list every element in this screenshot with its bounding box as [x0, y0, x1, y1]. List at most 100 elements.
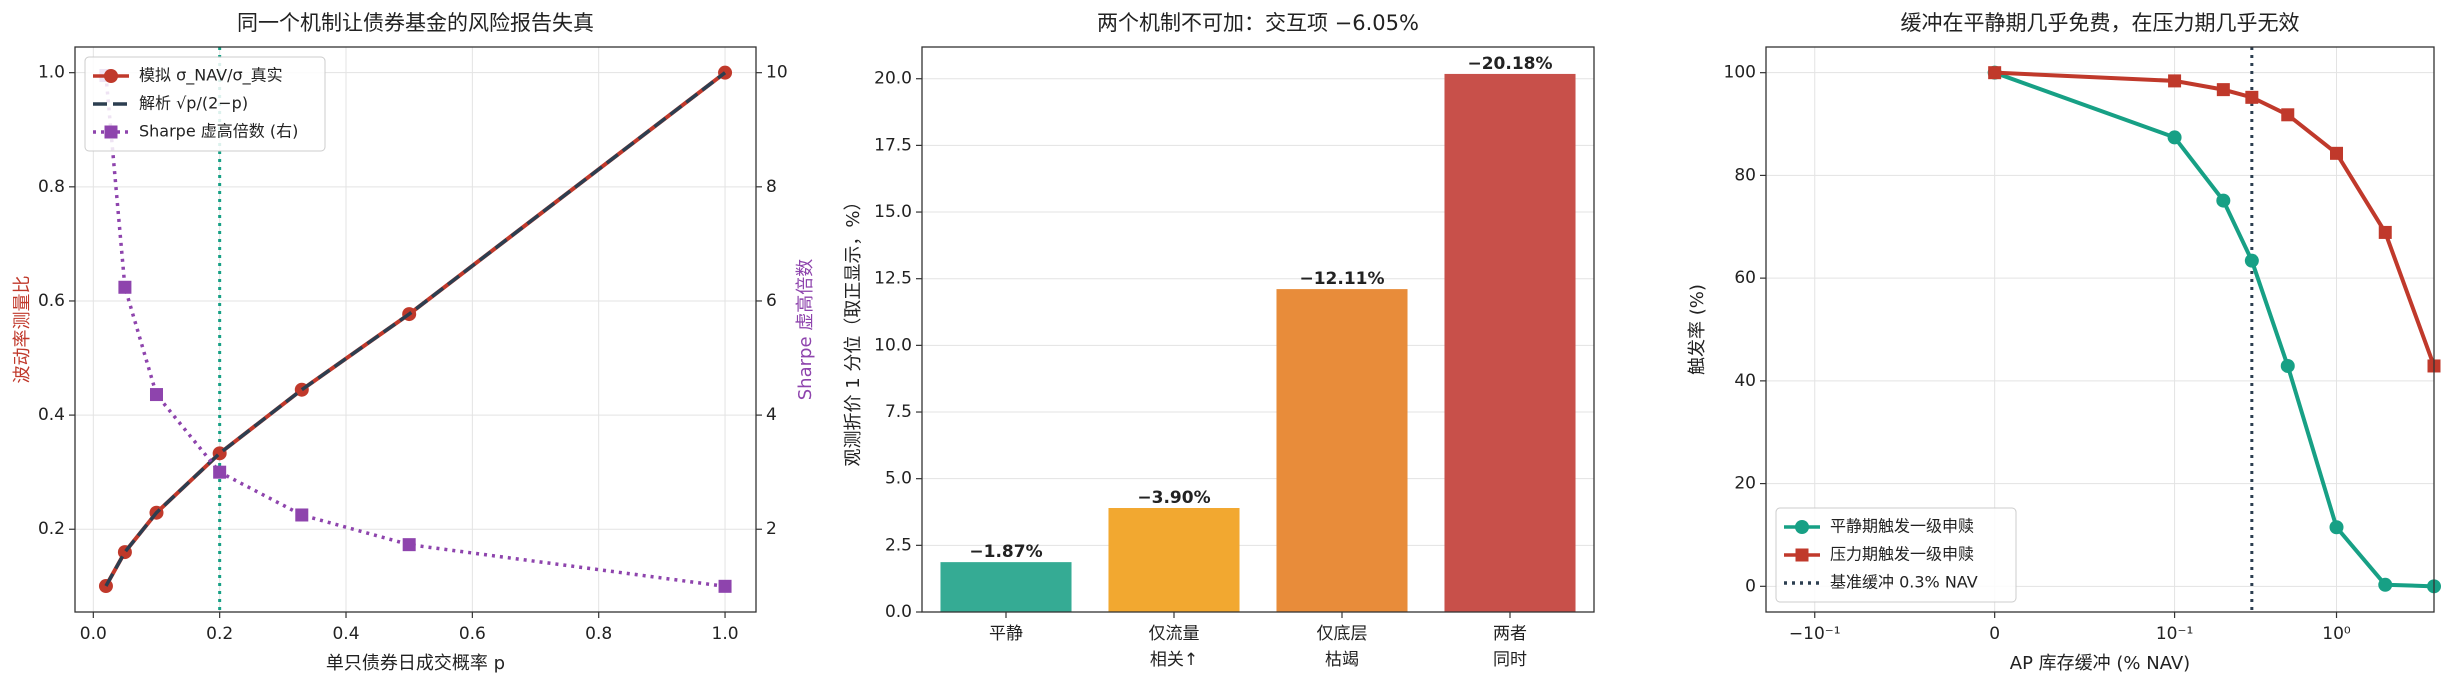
y-tick-label: 0.2	[38, 519, 65, 539]
y-tick-label: 0.0	[885, 602, 912, 622]
legend-box	[1775, 507, 2017, 603]
plot-frame	[921, 46, 1595, 613]
plot-frame	[74, 46, 757, 613]
x-tick-label: 10⁻¹	[2156, 624, 2193, 644]
marker	[1988, 66, 2002, 80]
y2-tick-label: 6	[766, 291, 777, 311]
series-line	[1994, 70, 2436, 367]
y2-axis-label: Sharpe 虚高倍数	[795, 259, 816, 401]
legend-label: 模拟 σ_NAV/σ_真实	[139, 66, 283, 86]
marker	[2167, 130, 2182, 145]
marker	[2216, 193, 2231, 208]
x-axis-label: AP 库存缓冲 (% NAV)	[2010, 653, 2190, 674]
marker	[2329, 520, 2344, 535]
marker	[295, 508, 309, 522]
x-tick-label-line: 枯竭	[1325, 650, 1359, 670]
marker	[402, 538, 416, 552]
series-line	[104, 71, 727, 587]
y-tick-label: 0	[1745, 576, 1756, 596]
y-tick-label: 0.6	[38, 291, 65, 311]
plot-frame	[1765, 46, 2435, 613]
y-tick-label: 15.0	[874, 202, 912, 222]
chart-title: 缓冲在平静期几乎免费，在压力期几乎无效	[1901, 11, 2300, 35]
y-tick-label: 100	[1724, 63, 1756, 83]
x-tick-label: 0.2	[206, 624, 233, 644]
y-tick-label: 10.0	[874, 335, 912, 355]
marker	[2245, 90, 2259, 104]
value-label: −12.11%	[1299, 269, 1384, 289]
x-tick-label-line: 同时	[1493, 650, 1527, 670]
marker	[2281, 108, 2295, 122]
x-tick-label: 平静	[989, 624, 1023, 644]
y-axis-label: 波动率测量比	[12, 276, 33, 384]
y-axis-label: 观测折价 1 分位（取正显示，%）	[843, 193, 864, 467]
marker	[2280, 358, 2295, 373]
series-line	[104, 75, 726, 589]
x-tick-label-line: 两者	[1493, 624, 1527, 644]
marker	[2378, 225, 2392, 239]
legend-label: 压力期触发一级申赎	[1830, 545, 1974, 564]
y-tick-label: 20.0	[874, 69, 912, 89]
marker	[718, 579, 732, 593]
bar	[1108, 508, 1240, 612]
y-tick-label: 12.5	[874, 269, 912, 289]
y-tick-label: 80	[1734, 165, 1756, 185]
y-tick-label: 2.5	[885, 535, 912, 555]
legend-label: 平静期触发一级申赎	[1830, 517, 1974, 536]
y-axis-label: 触发率 (%)	[1687, 284, 1708, 375]
marker	[2216, 83, 2230, 97]
marker	[2330, 146, 2344, 160]
marker	[118, 280, 132, 294]
value-label: −1.87%	[969, 542, 1042, 562]
y-tick-label: 60	[1734, 268, 1756, 288]
legend-label: 基准缓冲 0.3% NAV	[1830, 573, 1978, 592]
x-tick-label-line: 仅流量	[1149, 624, 1200, 644]
x-tick-label-line: 相关↑	[1150, 650, 1198, 670]
y-tick-label: 20	[1734, 474, 1756, 494]
series-line	[1993, 70, 2435, 589]
x-tick-label-line: 平静	[989, 624, 1023, 644]
marker	[2378, 577, 2393, 592]
y-tick-label: 40	[1734, 371, 1756, 391]
y-tick-label: 1.0	[38, 63, 65, 83]
marker	[1795, 520, 1809, 534]
marker	[213, 465, 227, 479]
x-tick-label: 仅流量相关↑	[1149, 624, 1200, 670]
value-label: −3.90%	[1137, 488, 1210, 508]
y2-tick-label: 2	[766, 519, 777, 539]
marker	[149, 388, 163, 402]
x-tick-label: 0.8	[585, 624, 612, 644]
x-tick-label: 两者同时	[1493, 624, 1527, 670]
x-tick-label: 0.0	[80, 624, 107, 644]
y2-tick-label: 4	[766, 405, 777, 425]
marker	[104, 125, 118, 139]
x-tick-label: 0.4	[332, 624, 359, 644]
bar	[1444, 73, 1576, 612]
x-tick-label: 1.0	[712, 624, 739, 644]
marker	[1795, 548, 1809, 562]
chart-title: 同一个机制让债券基金的风险报告失真	[237, 11, 594, 35]
legend-label: 解析 √p/(2−p)	[139, 94, 248, 113]
y-tick-label: 17.5	[874, 135, 912, 155]
y-tick-label: 0.4	[38, 405, 65, 425]
bar	[940, 562, 1072, 612]
marker	[2244, 253, 2259, 268]
chart-title: 两个机制不可加：交互项 −6.05%	[1097, 11, 1419, 35]
x-tick-label: 0	[1989, 624, 2000, 644]
x-tick-label: 仅底层枯竭	[1317, 624, 1368, 670]
y2-tick-label: 10	[766, 63, 788, 83]
legend-label: Sharpe 虚高倍数 (右)	[139, 122, 298, 141]
value-label: −20.18%	[1467, 54, 1552, 74]
y-tick-label: 7.5	[885, 402, 912, 422]
bar	[1276, 289, 1408, 612]
x-tick-label: 0.6	[459, 624, 486, 644]
y2-tick-label: 8	[766, 177, 777, 197]
marker	[104, 69, 118, 83]
x-axis-label: 单只债券日成交概率 p	[326, 653, 505, 674]
y-tick-label: 0.8	[38, 177, 65, 197]
legend-box	[84, 56, 326, 152]
marker	[2168, 74, 2182, 88]
x-tick-label: −10⁻¹	[1789, 624, 1841, 644]
x-tick-label: 10⁰	[2322, 624, 2351, 644]
